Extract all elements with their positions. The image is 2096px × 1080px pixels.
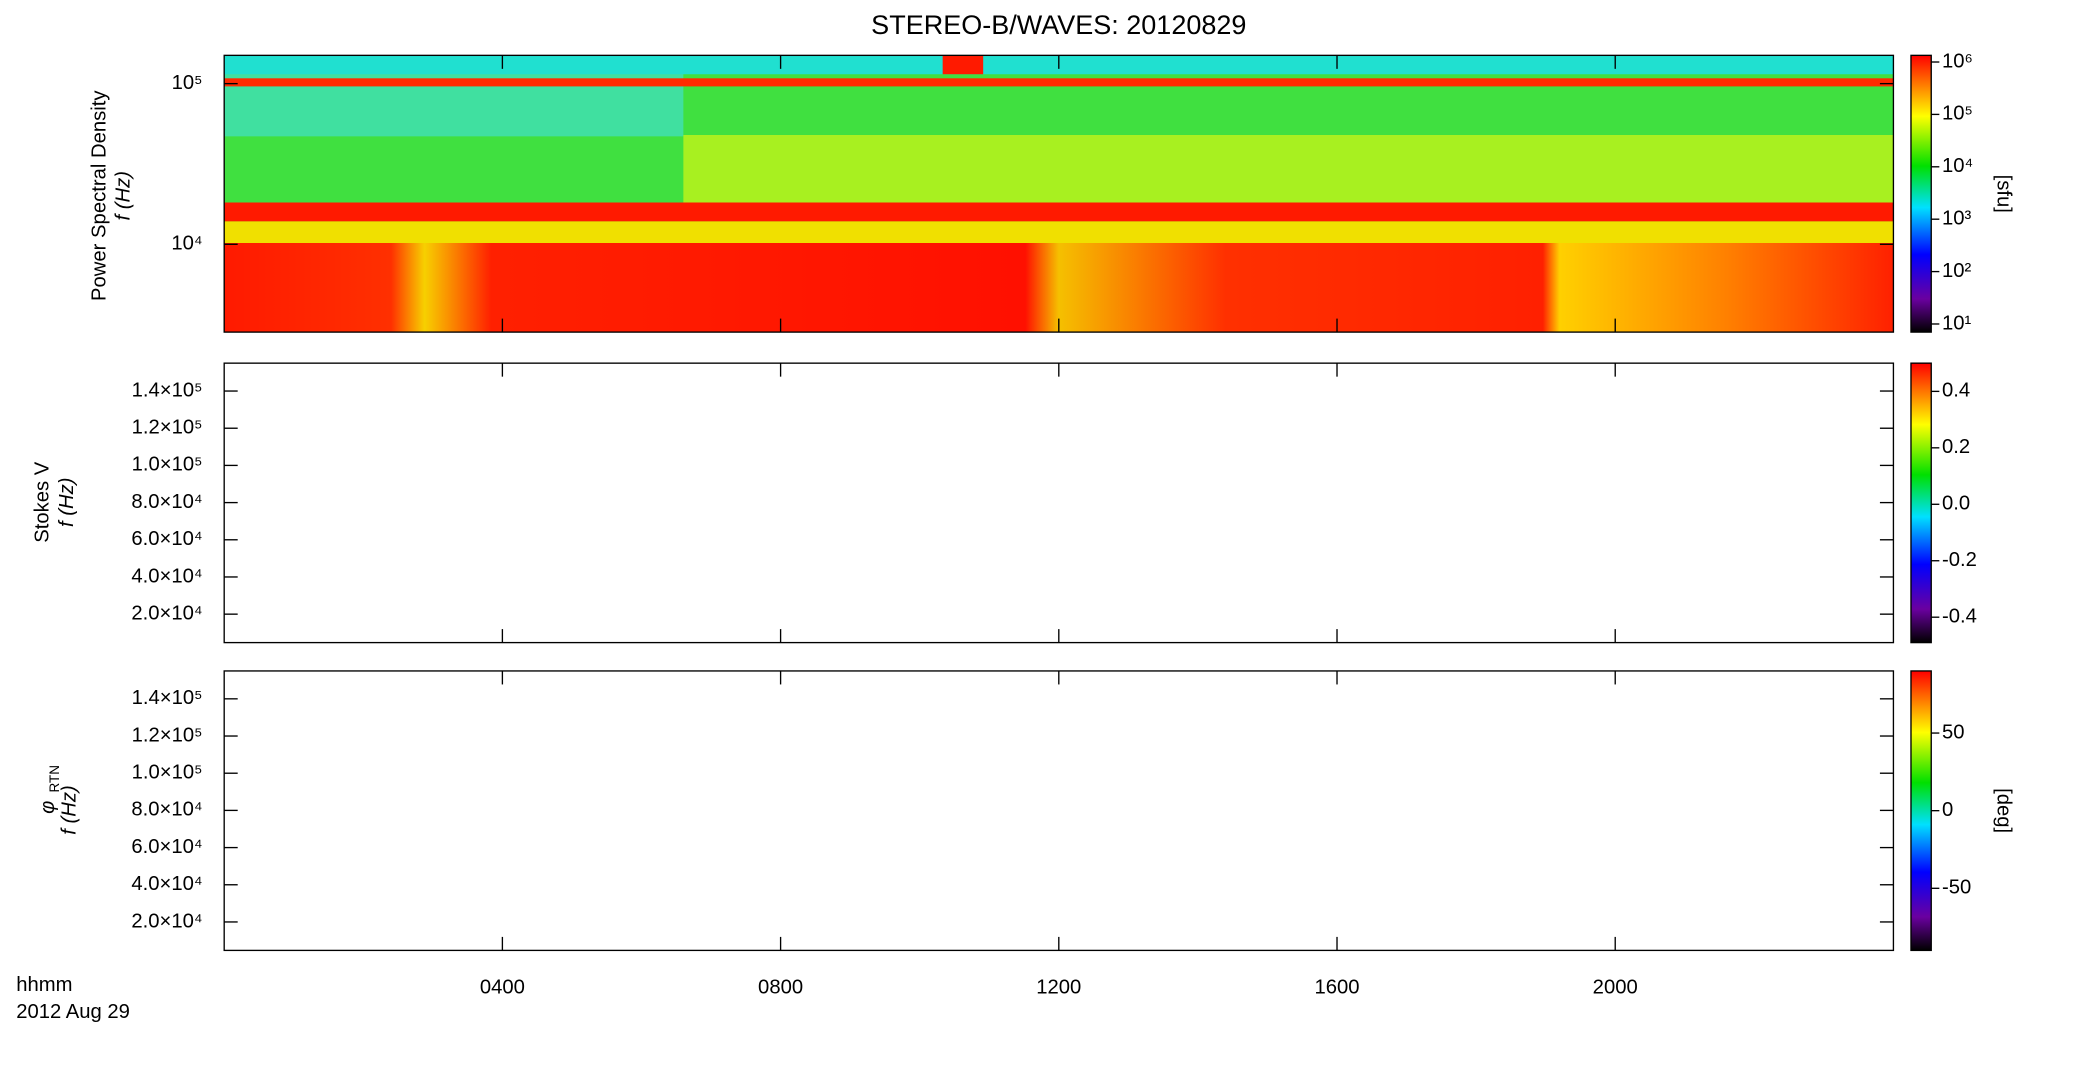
y-label: f (Hz) — [113, 171, 135, 220]
colorbar-tick-label: 0.2 — [1942, 436, 1970, 458]
y-label: f (Hz) — [59, 785, 81, 834]
x-label: hhmm — [16, 974, 72, 996]
x-tick-label: 0400 — [480, 977, 525, 999]
colorbar-tick-label: 0 — [1942, 799, 1953, 821]
colorbar-label: [deg] — [1992, 788, 2014, 833]
colorbar-tick-label: 10⁴ — [1942, 155, 1973, 177]
y-tick-label: 6.0×10⁴ — [131, 836, 202, 858]
y-tick-label: 1.0×10⁵ — [132, 454, 203, 476]
y-tick-label: 4.0×10⁴ — [131, 873, 202, 895]
y-tick-label: 8.0×10⁴ — [131, 491, 202, 513]
colorbar-tick-label: 50 — [1942, 721, 1965, 743]
colorbar-tick-label: 10⁵ — [1942, 103, 1973, 125]
colorbar-tick-label: 0.0 — [1942, 493, 1970, 515]
colorbar — [1910, 670, 1932, 952]
y-tick-label: 1.4×10⁵ — [132, 687, 203, 709]
y-tick-label: 2.0×10⁴ — [131, 602, 202, 624]
x-tick-label: 2000 — [1593, 977, 1638, 999]
plot-frame — [223, 362, 1895, 644]
x-tick-label: 1200 — [1036, 977, 1081, 999]
y-tick-label: 8.0×10⁴ — [131, 799, 202, 821]
colorbar-label: [sfu] — [1992, 175, 2014, 213]
colorbar-tick-label: 10³ — [1942, 208, 1972, 230]
colorbar-tick-label: 10² — [1942, 260, 1972, 282]
colorbar-tick-label: 0.4 — [1942, 380, 1970, 402]
spectrogram-burst — [942, 55, 984, 75]
colorbar-tick-label: 10¹ — [1942, 312, 1972, 334]
plot-frame — [223, 670, 1895, 952]
spectrogram-band — [224, 202, 1894, 222]
y-label: f (Hz) — [56, 477, 78, 526]
colorbar-tick-label: -0.2 — [1942, 549, 1977, 571]
colorbar-tick-label: 10⁶ — [1942, 50, 1973, 72]
y-tick-label: 2.0×10⁴ — [131, 910, 202, 932]
spectrogram-band — [224, 221, 1894, 243]
spectrogram-bg — [683, 135, 1894, 210]
y-tick-label: 4.0×10⁴ — [131, 565, 202, 587]
date-label: 2012 Aug 29 — [16, 1001, 130, 1023]
y-tick-label: 1.0×10⁵ — [132, 762, 203, 784]
y-tick-label: 10⁴ — [171, 233, 202, 255]
colorbar — [1910, 362, 1932, 644]
colorbar-tick-label: -0.4 — [1942, 606, 1977, 628]
spectrogram-image — [224, 55, 1894, 333]
spectrogram-band — [224, 243, 1894, 333]
spectrogram-band — [224, 78, 1894, 87]
x-tick-label: 1600 — [1314, 977, 1359, 999]
y-tick-label: 1.4×10⁵ — [132, 379, 203, 401]
y-label: φ — [37, 801, 59, 814]
y-label: Power Spectral Density — [88, 90, 110, 301]
y-label-sub: RTN — [47, 765, 62, 793]
x-tick-label: 0800 — [758, 977, 803, 999]
colorbar — [1910, 54, 1932, 333]
y-tick-label: 1.2×10⁵ — [132, 417, 203, 439]
y-label: Stokes V — [32, 461, 54, 543]
y-tick-label: 10⁵ — [172, 72, 203, 94]
colorbar-tick-label: -50 — [1942, 877, 1971, 899]
y-tick-label: 6.0×10⁴ — [131, 528, 202, 550]
y-tick-label: 1.2×10⁵ — [132, 724, 203, 746]
chart-title: STEREO-B/WAVES: 20120829 — [871, 10, 1246, 40]
